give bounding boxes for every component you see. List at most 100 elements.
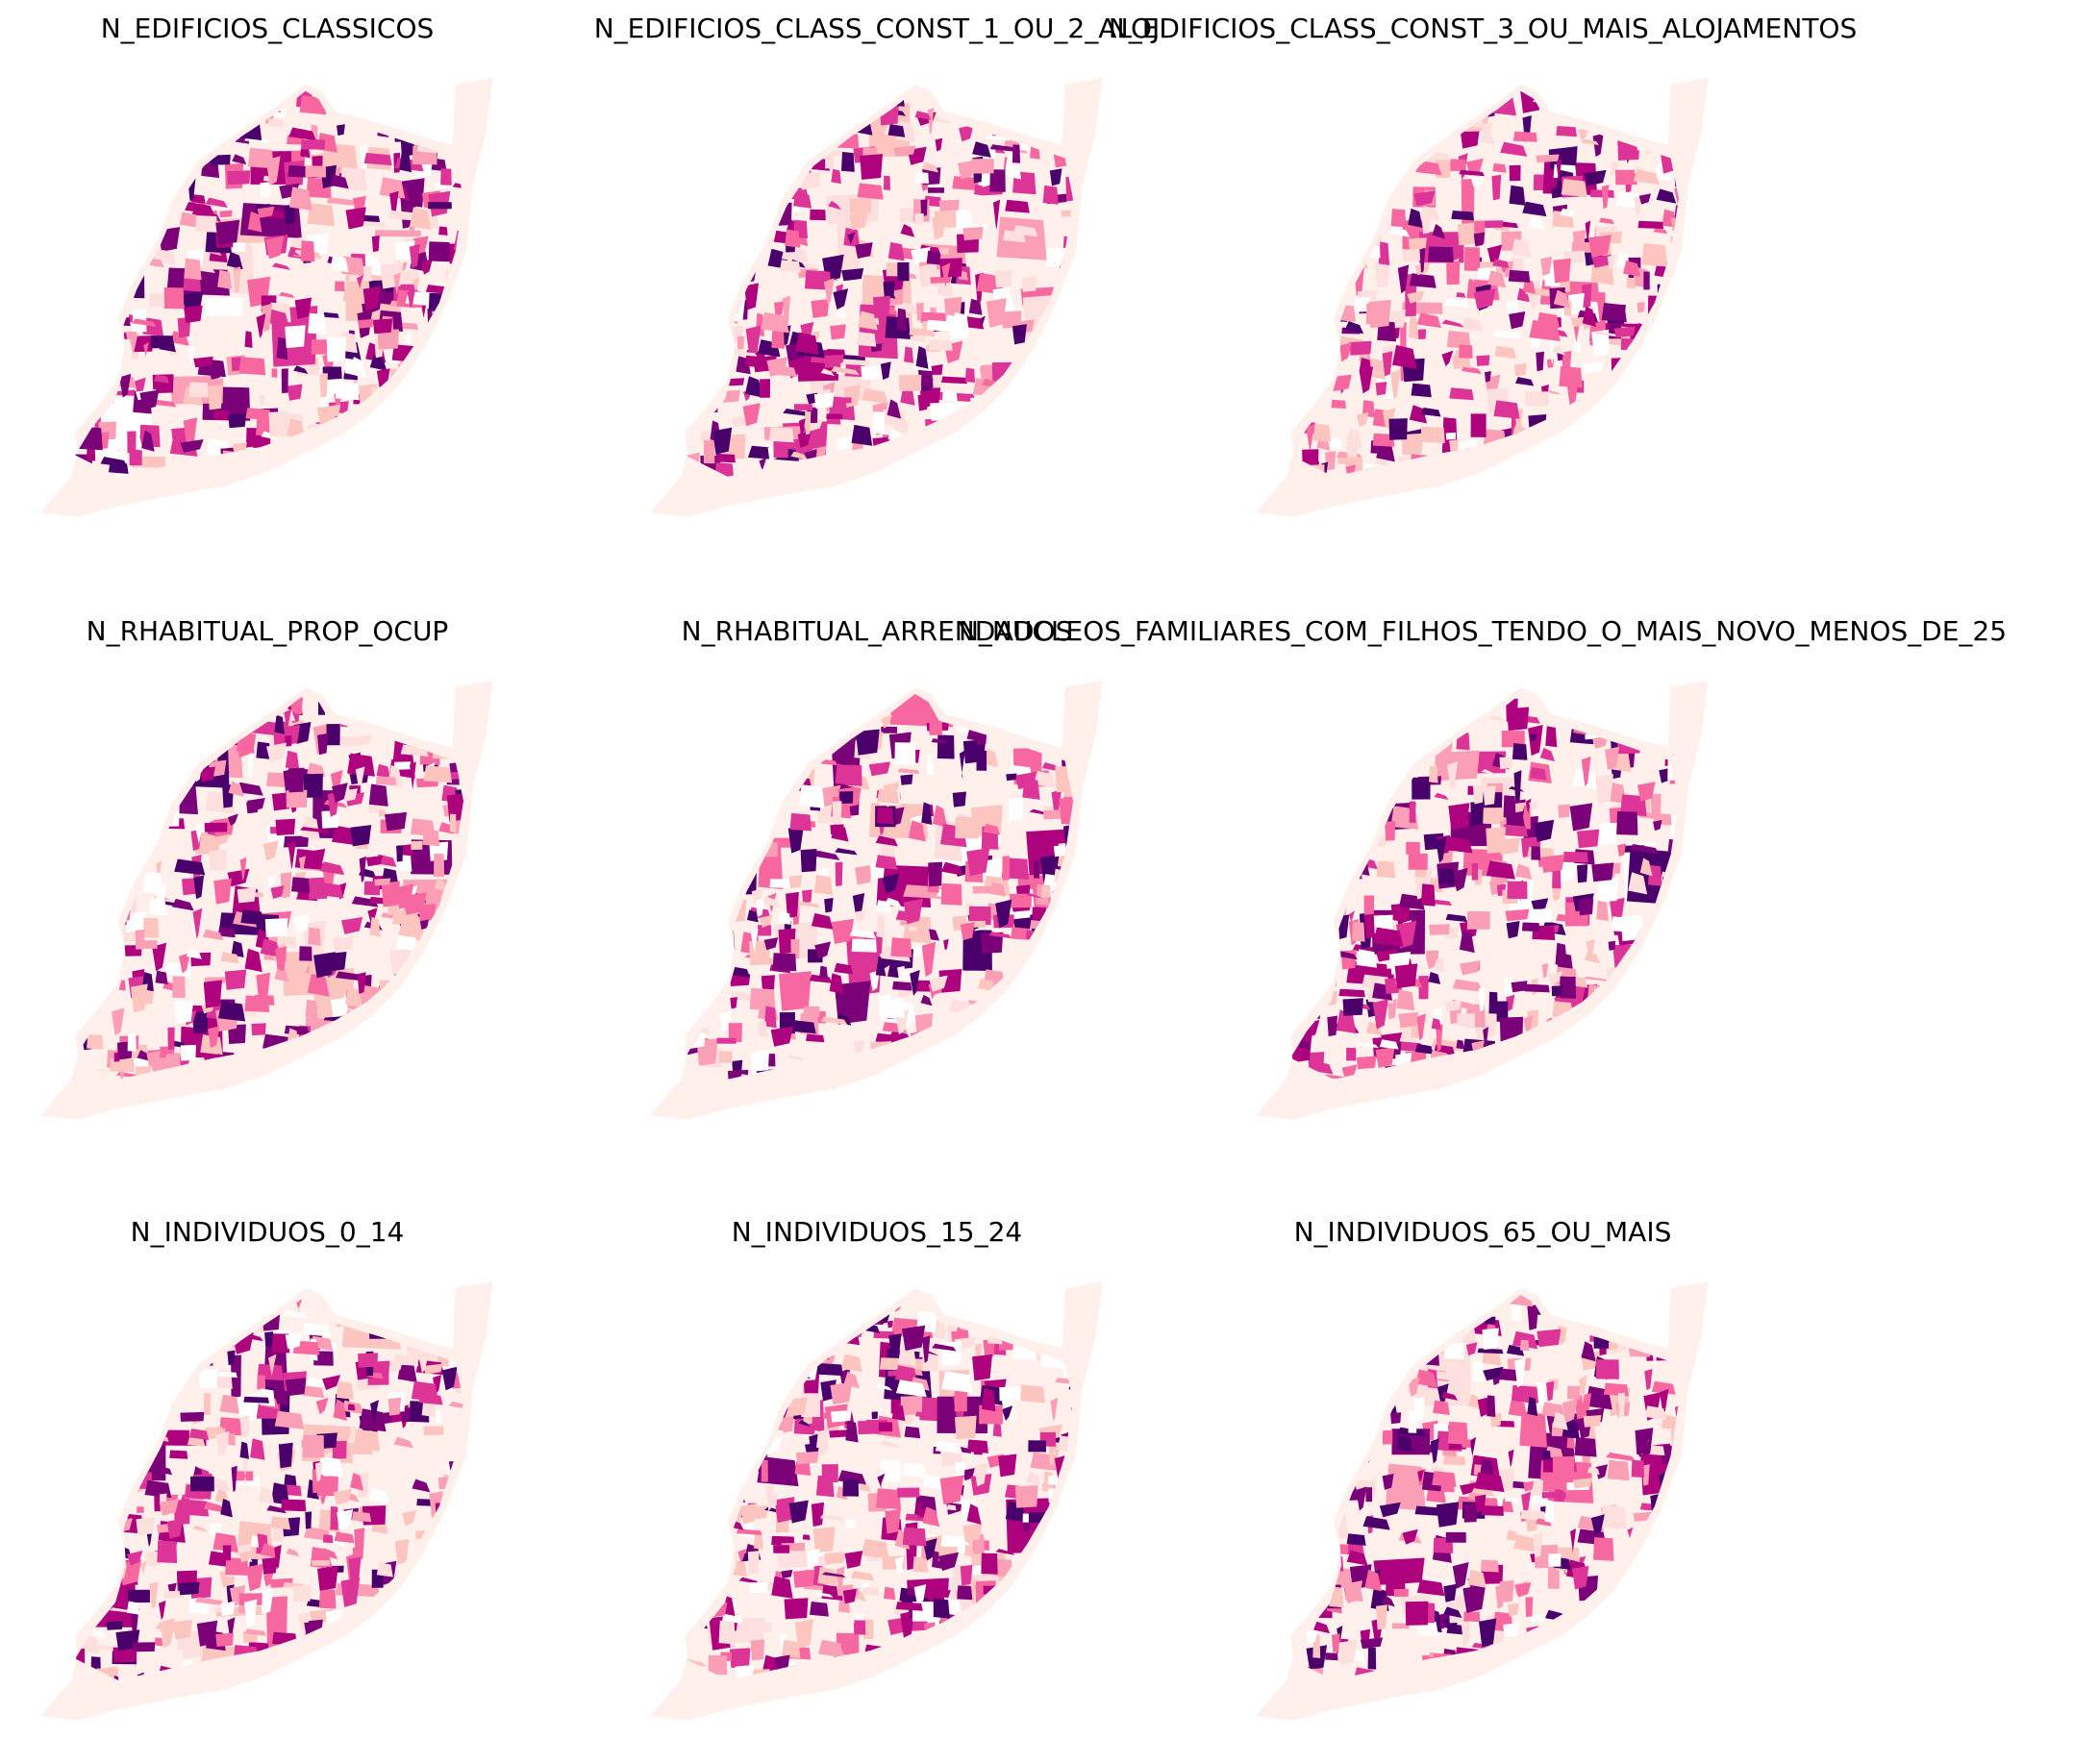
district — [139, 216, 157, 229]
district — [449, 813, 457, 832]
district — [699, 1500, 724, 1521]
district — [1307, 1451, 1314, 1457]
district — [103, 92, 123, 105]
district — [1579, 1375, 1587, 1404]
district — [1519, 1411, 1547, 1448]
district — [1058, 950, 1073, 979]
district — [1618, 999, 1636, 1015]
district — [847, 232, 856, 245]
district — [1336, 135, 1351, 143]
district — [686, 170, 709, 193]
district — [1605, 1596, 1641, 1618]
district — [1653, 227, 1667, 235]
district — [1003, 1639, 1013, 1666]
district — [1373, 742, 1393, 764]
district — [166, 768, 176, 792]
district — [133, 153, 162, 161]
district — [1636, 118, 1643, 140]
district — [240, 909, 264, 926]
district — [89, 1328, 101, 1341]
district — [470, 892, 486, 917]
district — [1616, 1682, 1636, 1697]
district — [1451, 211, 1474, 221]
district — [1502, 824, 1528, 837]
district — [1335, 1295, 1341, 1312]
district — [1387, 999, 1397, 1020]
district — [874, 480, 897, 502]
district — [1651, 1380, 1676, 1395]
district — [150, 335, 173, 349]
district — [336, 1380, 354, 1400]
district — [1666, 1018, 1679, 1043]
district — [1331, 1378, 1340, 1397]
district — [749, 987, 776, 1011]
district — [366, 418, 381, 438]
district — [406, 1623, 413, 1637]
district — [1349, 208, 1364, 215]
district — [972, 141, 991, 158]
district — [1547, 92, 1559, 106]
district — [1653, 434, 1676, 450]
district — [894, 1556, 905, 1576]
district — [369, 102, 376, 121]
district — [713, 745, 739, 761]
district — [275, 946, 287, 976]
district — [222, 1418, 235, 1430]
district — [1523, 1480, 1535, 1492]
district — [209, 1314, 225, 1329]
district — [892, 981, 912, 991]
district — [1014, 1576, 1028, 1599]
district — [896, 308, 908, 332]
district — [1503, 795, 1516, 818]
district — [1421, 408, 1441, 417]
district — [1305, 1487, 1325, 1499]
district — [123, 1315, 142, 1340]
district — [1443, 1343, 1464, 1359]
district — [762, 758, 781, 777]
district — [1051, 1074, 1073, 1080]
district — [264, 1331, 274, 1348]
district — [687, 127, 711, 141]
district — [928, 339, 953, 351]
district — [1381, 710, 1397, 728]
district — [918, 369, 934, 388]
district — [136, 1381, 145, 1404]
district — [811, 705, 829, 711]
district — [319, 373, 328, 398]
district — [910, 970, 920, 996]
district — [267, 874, 277, 889]
district — [703, 236, 723, 259]
district — [418, 399, 438, 427]
district — [1463, 1503, 1478, 1523]
district — [880, 714, 892, 729]
district — [712, 310, 728, 334]
district — [959, 471, 987, 477]
district — [895, 1379, 927, 1398]
district — [1570, 95, 1596, 112]
district — [1687, 1015, 1697, 1044]
district — [1446, 331, 1471, 349]
district — [1582, 361, 1604, 374]
district — [204, 1315, 231, 1335]
district — [454, 1676, 463, 1680]
district — [287, 250, 301, 257]
district — [113, 1348, 136, 1375]
district — [1059, 1562, 1073, 1594]
district — [179, 211, 200, 228]
district — [389, 190, 399, 214]
district — [1048, 1441, 1056, 1467]
district — [1290, 1482, 1301, 1504]
district — [1638, 193, 1651, 205]
district — [373, 413, 384, 434]
district — [888, 1333, 902, 1354]
district — [1459, 344, 1473, 359]
district — [75, 1558, 95, 1569]
district — [777, 167, 785, 183]
district — [685, 242, 690, 261]
district — [1290, 404, 1293, 426]
district — [806, 715, 813, 745]
district — [966, 1439, 988, 1453]
district — [824, 1088, 848, 1109]
district — [950, 1649, 963, 1661]
district — [312, 1676, 329, 1680]
